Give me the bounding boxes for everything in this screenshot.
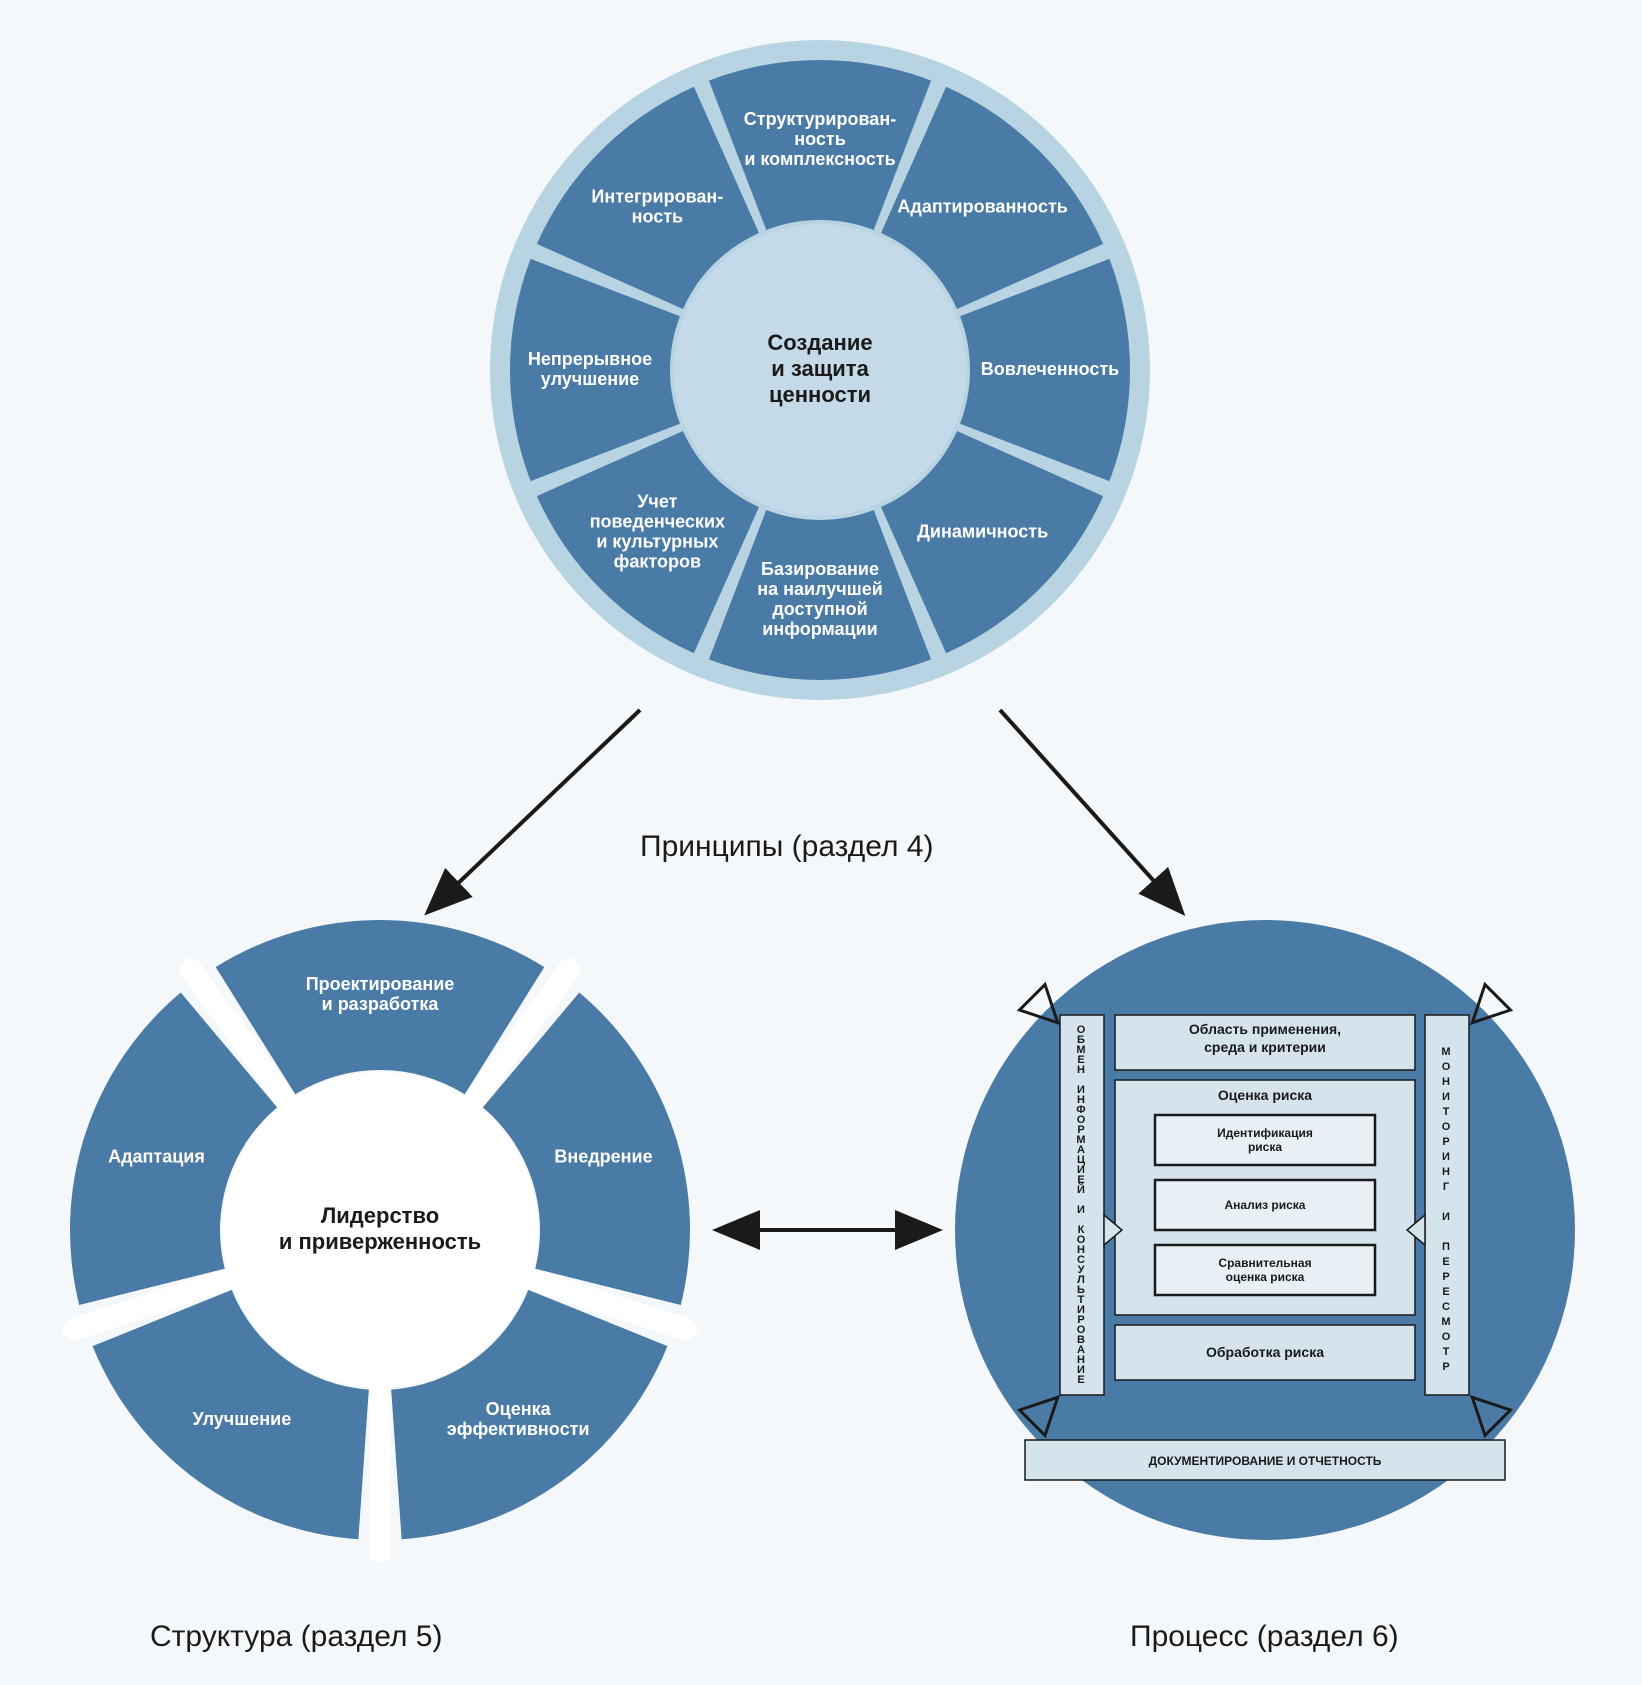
process-footer-label: ДОКУМЕНТИРОВАНИЕ И ОТЧЕТНОСТЬ bbox=[1149, 1454, 1382, 1468]
process-step-label-1: Анализ риска bbox=[1225, 1198, 1306, 1212]
arrow-1 bbox=[1000, 710, 1180, 910]
principles-center-label: Созданиеи защитаценности bbox=[767, 330, 872, 407]
principles-segment-label-3: Адаптированность bbox=[897, 196, 1067, 216]
process-caption: Процесс (раздел 6) bbox=[1130, 1620, 1399, 1654]
principles-segment-label-0: Непрерывноеулучшение bbox=[528, 349, 652, 389]
structure-segment-label-1: Проектированиеи разработка bbox=[306, 974, 455, 1014]
principles-segment-label-5: Динамичность bbox=[917, 522, 1048, 542]
arrow-0 bbox=[430, 710, 640, 910]
process-assessment-label: Оценка риска bbox=[1218, 1087, 1312, 1103]
structure-caption: Структура (раздел 5) bbox=[150, 1620, 443, 1654]
principles-segment-label-4: Вовлеченность bbox=[981, 359, 1119, 379]
structure-segment-label-4: Улучшение bbox=[193, 1409, 292, 1429]
process-step-label-2: Сравнительнаяоценка риска bbox=[1218, 1256, 1311, 1284]
principles-caption: Принципы (раздел 4) bbox=[640, 830, 933, 864]
principles-segment-label-6: Базированиена наилучшейдоступнойинформац… bbox=[757, 559, 883, 639]
structure-segment-label-2: Внедрение bbox=[554, 1146, 652, 1166]
structure-segment-label-0: Адаптация bbox=[108, 1146, 205, 1166]
process-bottom-label: Обработка риска bbox=[1206, 1344, 1324, 1360]
